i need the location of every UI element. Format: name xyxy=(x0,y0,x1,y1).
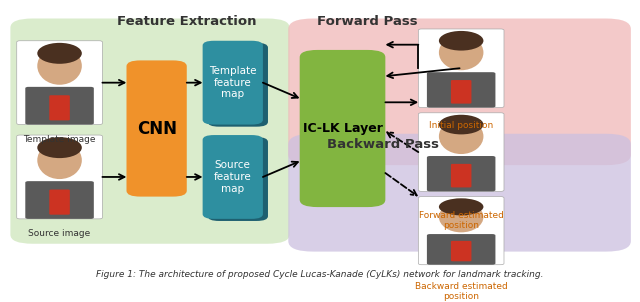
Text: Feature Extraction: Feature Extraction xyxy=(117,14,257,27)
Ellipse shape xyxy=(37,43,82,64)
FancyBboxPatch shape xyxy=(17,135,102,219)
Ellipse shape xyxy=(439,202,483,232)
Ellipse shape xyxy=(439,119,483,154)
FancyBboxPatch shape xyxy=(419,29,504,108)
Text: Forward Pass: Forward Pass xyxy=(317,14,418,27)
FancyBboxPatch shape xyxy=(300,50,385,207)
FancyArrowPatch shape xyxy=(187,174,200,180)
Ellipse shape xyxy=(439,31,483,50)
Ellipse shape xyxy=(439,198,483,215)
FancyBboxPatch shape xyxy=(451,241,472,261)
Ellipse shape xyxy=(439,35,483,70)
FancyBboxPatch shape xyxy=(451,164,472,188)
FancyArrowPatch shape xyxy=(387,132,419,152)
FancyBboxPatch shape xyxy=(26,87,94,124)
Text: Initial position: Initial position xyxy=(429,120,493,130)
FancyBboxPatch shape xyxy=(26,181,94,219)
Text: IC-LK Layer: IC-LK Layer xyxy=(303,122,383,135)
FancyBboxPatch shape xyxy=(208,137,268,221)
Text: Template image: Template image xyxy=(23,135,96,144)
Text: Forward estimated
position: Forward estimated position xyxy=(419,211,504,230)
FancyBboxPatch shape xyxy=(127,60,187,197)
FancyBboxPatch shape xyxy=(451,80,472,104)
FancyBboxPatch shape xyxy=(49,190,70,215)
Ellipse shape xyxy=(439,115,483,134)
FancyBboxPatch shape xyxy=(288,134,631,252)
FancyBboxPatch shape xyxy=(17,41,102,124)
FancyBboxPatch shape xyxy=(208,43,268,127)
Text: Figure 1: The architecture of proposed Cycle Lucas-Kanade (CyLKs) network for la: Figure 1: The architecture of proposed C… xyxy=(96,270,544,279)
FancyArrowPatch shape xyxy=(187,80,200,85)
FancyBboxPatch shape xyxy=(427,234,495,265)
Ellipse shape xyxy=(37,137,82,158)
FancyArrowPatch shape xyxy=(387,68,460,78)
FancyBboxPatch shape xyxy=(203,41,263,124)
Text: Source image: Source image xyxy=(28,229,91,238)
FancyArrowPatch shape xyxy=(102,80,124,85)
FancyArrowPatch shape xyxy=(387,42,419,47)
FancyArrowPatch shape xyxy=(385,173,417,195)
FancyArrowPatch shape xyxy=(263,83,298,98)
Ellipse shape xyxy=(37,47,82,85)
FancyArrowPatch shape xyxy=(385,100,417,105)
Text: CNN: CNN xyxy=(136,120,177,137)
FancyBboxPatch shape xyxy=(10,18,289,244)
Ellipse shape xyxy=(37,141,82,179)
FancyBboxPatch shape xyxy=(203,135,263,219)
FancyBboxPatch shape xyxy=(419,113,504,191)
Text: Backward estimated
position: Backward estimated position xyxy=(415,282,508,301)
Text: Template
feature
map: Template feature map xyxy=(209,66,257,99)
FancyBboxPatch shape xyxy=(288,18,631,165)
FancyArrowPatch shape xyxy=(102,174,124,180)
FancyArrowPatch shape xyxy=(263,162,298,177)
FancyBboxPatch shape xyxy=(49,95,70,120)
Text: Source
feature
map: Source feature map xyxy=(214,160,252,194)
Text: Backward Pass: Backward Pass xyxy=(328,138,440,151)
FancyBboxPatch shape xyxy=(427,156,495,191)
FancyBboxPatch shape xyxy=(419,197,504,265)
FancyBboxPatch shape xyxy=(427,72,495,108)
